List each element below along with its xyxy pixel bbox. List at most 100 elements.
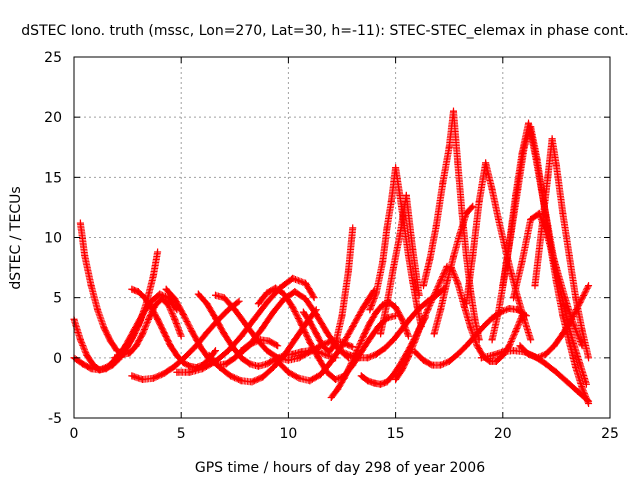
data-point bbox=[396, 191, 404, 199]
data-point bbox=[531, 282, 539, 290]
data-point bbox=[269, 363, 277, 371]
data-point bbox=[149, 374, 157, 382]
data-point bbox=[325, 348, 333, 356]
data-point bbox=[449, 253, 457, 261]
data-point bbox=[477, 354, 485, 362]
data-point bbox=[409, 246, 417, 254]
grid bbox=[74, 57, 610, 418]
data-point bbox=[188, 327, 196, 335]
data-point bbox=[237, 377, 245, 385]
series-14 bbox=[299, 224, 357, 356]
data-point bbox=[222, 360, 230, 368]
data-point bbox=[428, 361, 436, 369]
data-point bbox=[291, 288, 299, 296]
data-point bbox=[499, 282, 507, 290]
data-point bbox=[552, 161, 560, 169]
data-point bbox=[383, 300, 391, 308]
data-point bbox=[486, 357, 494, 365]
data-point bbox=[171, 362, 179, 370]
data-point bbox=[272, 284, 280, 292]
data-point bbox=[263, 298, 271, 306]
data-point bbox=[525, 119, 533, 127]
y-tick-label: 5 bbox=[53, 291, 62, 307]
series-12 bbox=[254, 284, 400, 383]
series-31 bbox=[516, 282, 593, 362]
data-point bbox=[437, 306, 445, 314]
data-point bbox=[181, 353, 189, 361]
data-point bbox=[531, 149, 539, 157]
data-point bbox=[469, 252, 477, 260]
data-point bbox=[411, 348, 419, 356]
data-point bbox=[237, 332, 245, 340]
data-point bbox=[447, 264, 455, 272]
data-point bbox=[259, 324, 267, 332]
data-point bbox=[398, 366, 406, 374]
data-point bbox=[237, 347, 245, 355]
data-point bbox=[334, 385, 342, 393]
data-point bbox=[310, 294, 318, 302]
data-point bbox=[462, 342, 470, 350]
data-point bbox=[366, 319, 374, 327]
data-point bbox=[542, 360, 550, 368]
data-point bbox=[372, 350, 380, 358]
y-tick-label: 10 bbox=[44, 231, 62, 247]
data-point bbox=[289, 303, 297, 311]
data-point bbox=[349, 343, 357, 351]
data-point bbox=[265, 337, 273, 345]
data-point bbox=[94, 306, 102, 314]
data-point bbox=[495, 308, 503, 316]
data-point bbox=[312, 311, 320, 319]
data-point bbox=[407, 314, 415, 322]
data-point bbox=[419, 282, 427, 290]
data-point bbox=[87, 282, 95, 290]
data-point bbox=[572, 294, 580, 302]
data-point bbox=[370, 379, 378, 387]
data-point bbox=[456, 230, 464, 238]
data-point bbox=[347, 351, 355, 359]
data-point bbox=[284, 356, 292, 364]
data-point bbox=[186, 368, 194, 376]
data-point bbox=[398, 315, 406, 323]
data-point bbox=[145, 314, 153, 322]
data-point bbox=[173, 351, 181, 359]
data-point bbox=[199, 365, 207, 373]
series-30 bbox=[477, 347, 593, 405]
data-point bbox=[231, 354, 239, 362]
data-point bbox=[563, 378, 571, 386]
data-point bbox=[505, 304, 513, 312]
data-point bbox=[344, 267, 352, 275]
data-point bbox=[212, 291, 220, 299]
data-point bbox=[585, 354, 593, 362]
data-point bbox=[76, 219, 84, 227]
data-point bbox=[319, 342, 327, 350]
data-point bbox=[565, 252, 573, 260]
data-point bbox=[347, 361, 355, 369]
data-point bbox=[216, 363, 224, 371]
data-point bbox=[449, 107, 457, 115]
data-point bbox=[510, 294, 518, 302]
data-point bbox=[220, 330, 228, 338]
data-point bbox=[499, 348, 507, 356]
x-axis-label: GPS time / hours of day 298 of year 2006 bbox=[195, 460, 485, 476]
data-point bbox=[323, 329, 331, 337]
data-point bbox=[518, 258, 526, 266]
data-point bbox=[164, 301, 172, 309]
data-point bbox=[411, 337, 419, 345]
data-point bbox=[357, 372, 365, 380]
data-point bbox=[462, 209, 470, 217]
data-point bbox=[254, 362, 262, 370]
data-point bbox=[392, 164, 400, 172]
series-markers bbox=[499, 119, 590, 387]
data-point bbox=[306, 377, 314, 385]
data-point bbox=[387, 197, 395, 205]
data-point bbox=[263, 360, 271, 368]
data-point bbox=[535, 209, 543, 217]
series-27 bbox=[499, 119, 590, 388]
data-point bbox=[439, 179, 447, 187]
data-point bbox=[585, 282, 593, 290]
data-point bbox=[398, 325, 406, 333]
data-point bbox=[340, 374, 348, 382]
series-25 bbox=[462, 159, 535, 344]
data-point bbox=[578, 384, 586, 392]
